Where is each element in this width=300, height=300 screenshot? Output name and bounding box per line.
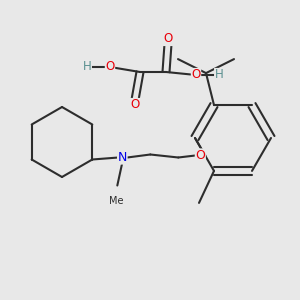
Text: O: O xyxy=(164,32,172,46)
Text: O: O xyxy=(105,61,115,74)
Text: H: H xyxy=(82,61,91,74)
Text: N: N xyxy=(118,151,127,164)
Text: O: O xyxy=(130,98,140,112)
Text: H: H xyxy=(214,68,224,82)
Text: Me: Me xyxy=(109,196,124,206)
Text: O: O xyxy=(191,68,201,82)
Text: O: O xyxy=(195,149,205,162)
